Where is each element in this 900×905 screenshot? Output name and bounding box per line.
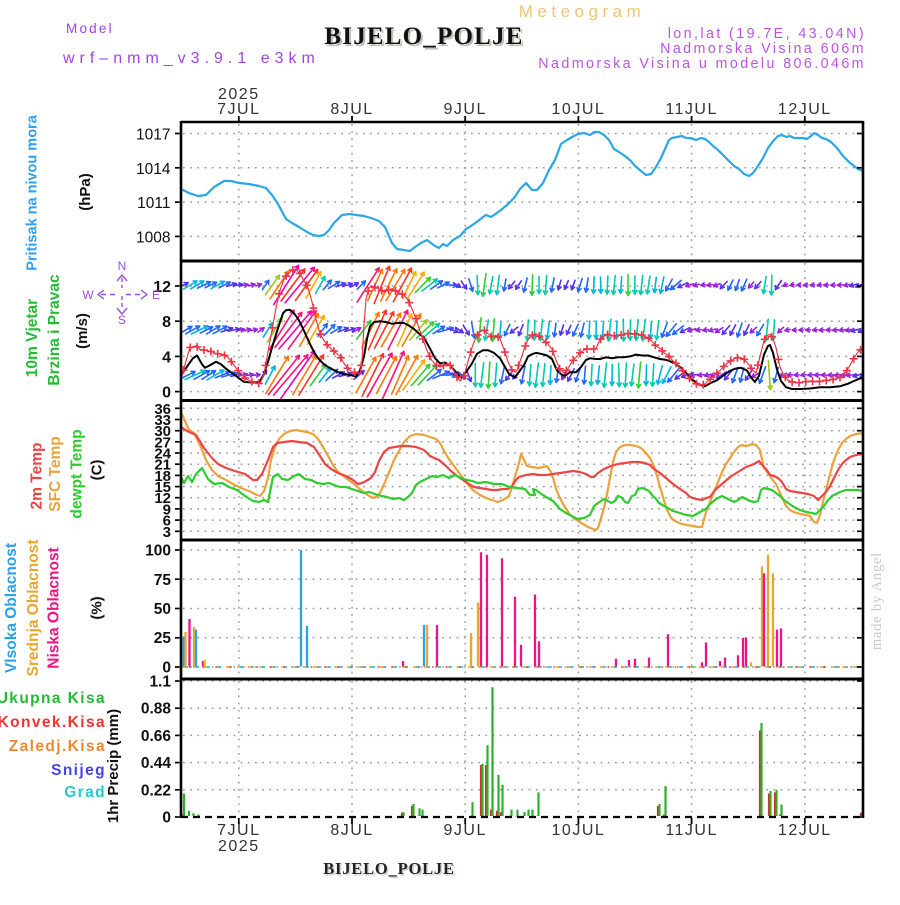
svg-text:0: 0 [162,810,171,827]
svg-text:12JUL: 12JUL [778,822,832,839]
svg-text:Pritisak na nivou mora: Pritisak na nivou mora [25,114,41,270]
svg-text:0.44: 0.44 [141,755,172,772]
svg-text:Konvek.Kisa: Konvek.Kisa [0,714,106,731]
svg-text:1hr Precip (mm): 1hr Precip (mm) [105,709,122,823]
svg-text:(m/s): (m/s) [74,313,91,349]
svg-text:9JUL: 9JUL [444,822,487,839]
svg-text:Vlsoka Oblacnost: Vlsoka Oblacnost [3,543,20,673]
svg-text:8: 8 [162,314,171,331]
svg-text:W: W [82,288,94,302]
svg-text:Brzina i Pravac: Brzina i Pravac [46,274,63,386]
svg-text:36: 36 [154,401,171,418]
svg-text:Model: Model [66,21,114,36]
svg-text:(C): (C) [89,460,106,481]
svg-text:10JUL: 10JUL [552,822,606,839]
svg-text:11JUL: 11JUL [665,822,718,839]
svg-text:Nadmorska Visina 606m: Nadmorska Visina 606m [660,41,866,57]
svg-text:0.22: 0.22 [141,782,171,799]
svg-text:10JUL: 10JUL [552,101,606,118]
svg-text:10m Vjetar: 10m Vjetar [24,299,41,377]
svg-text:Zaledj.Kisa: Zaledj.Kisa [9,738,106,755]
svg-text:0.88: 0.88 [141,701,172,718]
svg-text:E: E [152,288,160,302]
svg-text:Grad: Grad [64,784,106,801]
svg-text:9JUL: 9JUL [444,101,487,118]
svg-text:4: 4 [162,349,171,366]
svg-text:made by Angel: made by Angel [869,552,885,650]
svg-text:2025: 2025 [218,86,260,103]
svg-text:Snijeg: Snijeg [51,762,106,779]
svg-text:50: 50 [154,601,171,618]
svg-text:0.66: 0.66 [141,728,172,745]
svg-text:Nadmorska Visina u modelu 806.: Nadmorska Visina u modelu 806.046m [538,56,866,72]
svg-text:(%): (%) [89,596,106,619]
svg-text:lon,lat (19.7E, 43.04N): lon,lat (19.7E, 43.04N) [668,26,866,42]
svg-text:11JUL: 11JUL [665,101,718,118]
svg-text:BIJELO_POLJE: BIJELO_POLJE [324,23,523,50]
svg-text:Niska Oblacnost: Niska Oblacnost [46,547,63,668]
svg-text:SFC Temp: SFC Temp [47,436,64,512]
svg-text:2m Temp: 2m Temp [29,443,46,510]
svg-text:1014: 1014 [136,161,171,178]
svg-text:8JUL: 8JUL [330,101,373,118]
svg-text:BIJELO_POLJE: BIJELO_POLJE [323,859,455,878]
svg-text:N: N [118,259,127,273]
svg-text:Srednja Oblacnost: Srednja Oblacnost [25,540,42,677]
svg-text:1011: 1011 [137,195,170,212]
svg-text:1.1: 1.1 [149,674,171,691]
svg-text:Meteogram: Meteogram [519,2,645,21]
svg-text:12JUL: 12JUL [778,101,832,118]
svg-text:wrf–nmm_v3.9.1 e3km: wrf–nmm_v3.9.1 e3km [62,50,320,67]
svg-text:S: S [118,313,126,327]
svg-text:0: 0 [162,385,171,402]
svg-text:1017: 1017 [136,127,170,144]
svg-text:25: 25 [154,630,172,647]
svg-text:7JUL: 7JUL [217,822,260,839]
svg-text:1008: 1008 [136,229,170,246]
svg-text:(hPa): (hPa) [77,173,94,211]
svg-text:dewpt Temp: dewpt Temp [69,429,86,518]
svg-text:Ukupna Kisa: Ukupna Kisa [0,690,106,707]
svg-text:75: 75 [154,572,172,589]
svg-text:100: 100 [145,543,171,560]
svg-text:2025: 2025 [218,838,260,855]
svg-text:8JUL: 8JUL [330,822,373,839]
svg-text:7JUL: 7JUL [217,101,260,118]
